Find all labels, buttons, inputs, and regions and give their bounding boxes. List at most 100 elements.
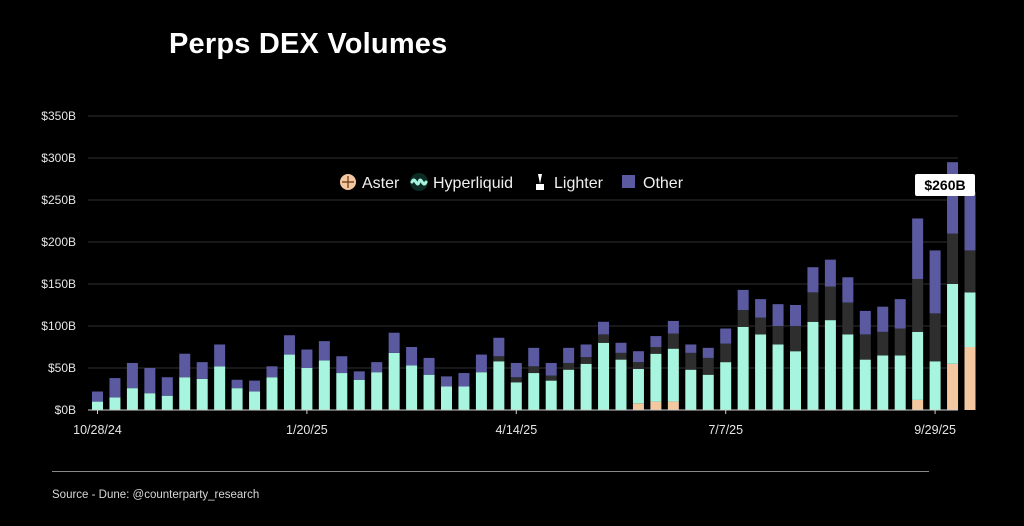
bar-lighter (598, 334, 610, 343)
bar-lighter (702, 357, 714, 375)
bar-hyperliquid (667, 348, 679, 402)
bar-lighter (563, 362, 575, 370)
bar-lighter (737, 310, 749, 327)
other-square-icon (622, 175, 635, 188)
hyperliquid-icon-mark (410, 178, 428, 186)
bar-hyperliquid (702, 374, 714, 410)
bar-lighter (667, 333, 679, 349)
bar-hyperliquid (580, 363, 592, 410)
bar-other (790, 305, 801, 326)
bar-hyperliquid (790, 351, 801, 410)
bar-other (406, 347, 418, 366)
bar-hyperliquid (632, 368, 644, 404)
bar-other (615, 342, 627, 353)
bar-lighter (615, 352, 627, 360)
bar-lighter (528, 366, 540, 374)
source-note: Source - Dune: @counterparty_research (52, 489, 260, 501)
bar-other (196, 362, 208, 379)
bar-other (179, 353, 191, 378)
bar-other (685, 344, 697, 353)
annotation-label: $260B (924, 177, 965, 193)
chart-title: Perps DEX Volumes (169, 28, 448, 60)
bar-hyperliquid (336, 373, 348, 410)
lighter-icon (538, 174, 542, 184)
bar-other (894, 299, 906, 329)
bar-hyperliquid (126, 388, 138, 410)
bar-other (563, 347, 575, 363)
bar-lighter (632, 362, 644, 369)
bar-aster (667, 401, 679, 410)
bar-hyperliquid (266, 377, 278, 410)
bar-hyperliquid (929, 361, 941, 410)
bar-hyperliquid (458, 386, 470, 410)
bar-hyperliquid (371, 372, 383, 410)
bar-lighter (807, 292, 819, 322)
bar-aster (650, 401, 662, 410)
bar-other (632, 351, 644, 363)
bar-hyperliquid (615, 359, 627, 410)
bar-hyperliquid (283, 354, 295, 410)
bar-other (493, 337, 505, 357)
bar-other (824, 259, 836, 287)
bar-lighter (842, 302, 854, 335)
bar-hyperliquid (301, 368, 313, 410)
x-tick-label: 4/14/25 (495, 423, 537, 437)
bar-hyperliquid (842, 334, 854, 410)
bar-other (353, 371, 365, 380)
bar-hyperliquid (894, 355, 906, 410)
bar-other (214, 344, 226, 367)
y-tick-label: $250B (41, 193, 76, 207)
bar-hyperliquid (109, 397, 121, 410)
bar-hyperliquid (947, 284, 959, 364)
bar-other (772, 304, 784, 326)
bar-hyperliquid (807, 321, 819, 410)
bar-lighter (755, 317, 767, 335)
y-tick-label: $150B (41, 277, 76, 291)
bar-other (667, 320, 679, 334)
bar-lighter (790, 326, 801, 352)
bar-aster (632, 403, 644, 410)
bar-other (947, 162, 959, 234)
bar-other (720, 328, 732, 344)
bar-other (92, 391, 103, 402)
bar-hyperliquid (406, 365, 418, 410)
bar-other (161, 377, 173, 396)
bar-other (510, 362, 522, 378)
bar-other (964, 191, 976, 251)
bar-other (598, 321, 610, 335)
bar-hyperliquid (423, 374, 435, 410)
bar-other (388, 332, 400, 353)
bar-other (423, 357, 435, 375)
y-tick-label: $100B (41, 319, 76, 333)
bar-hyperliquid (912, 331, 924, 400)
bar-other (231, 379, 243, 389)
bar-other (859, 310, 871, 335)
bar-lighter (510, 377, 522, 383)
bar-other (545, 362, 557, 376)
bar-hyperliquid (737, 326, 749, 410)
bar-hyperliquid (510, 382, 522, 410)
x-tick-label: 10/28/24 (73, 423, 122, 437)
bar-hyperliquid (528, 373, 540, 410)
bar-other (912, 218, 924, 279)
source-divider (52, 471, 929, 472)
annotation-box (915, 174, 975, 196)
bar-hyperliquid (475, 372, 487, 410)
bar-hyperliquid (685, 369, 697, 410)
bar-lighter (964, 250, 976, 293)
bar-hyperliquid (161, 395, 173, 410)
bar-hyperliquid (545, 380, 557, 410)
bar-other (371, 362, 383, 373)
legend-label-aster: Aster (362, 175, 400, 192)
bar-hyperliquid (964, 292, 976, 347)
bar-other (650, 336, 662, 347)
bar-other (737, 289, 749, 311)
bar-lighter (824, 286, 836, 321)
y-tick-label: $0B (55, 403, 76, 417)
y-tick-label: $50B (48, 361, 76, 375)
bar-lighter (545, 375, 557, 381)
bar-hyperliquid (563, 369, 575, 410)
bar-hyperliquid (772, 344, 784, 410)
bar-lighter (912, 278, 924, 332)
bar-aster (964, 347, 976, 410)
